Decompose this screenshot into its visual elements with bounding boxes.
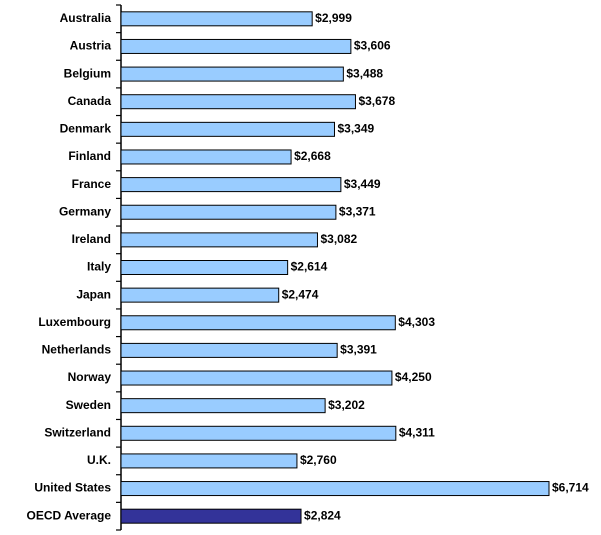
value-label: $3,606 [354, 39, 391, 53]
value-label: $2,760 [300, 453, 337, 467]
bar [120, 287, 280, 303]
value-label: $4,303 [398, 315, 435, 329]
category-label: Belgium [64, 66, 111, 80]
bar [120, 204, 337, 220]
category-label: Denmark [60, 122, 112, 136]
bar [120, 11, 313, 27]
category-label: Italy [87, 260, 111, 274]
value-label: $4,311 [399, 425, 435, 439]
category-label: France [72, 177, 112, 191]
bar [120, 121, 335, 137]
category-label: Finland [68, 149, 111, 163]
value-label: $3,349 [337, 122, 374, 136]
category-label: Switzerland [44, 425, 111, 439]
category-label: Canada [68, 94, 112, 108]
value-label: $3,082 [320, 232, 357, 246]
category-label: Australia [60, 11, 112, 25]
category-label: Germany [59, 204, 111, 218]
category-label: U.K. [87, 453, 111, 467]
value-label: $3,488 [346, 66, 383, 80]
bar [120, 38, 352, 54]
bar [120, 425, 397, 441]
value-label: $6,714 [552, 481, 589, 495]
category-label: Netherlands [42, 343, 112, 357]
bar [120, 398, 326, 414]
value-label: $3,391 [340, 343, 377, 357]
bar [120, 260, 289, 275]
value-label: $3,202 [328, 398, 365, 412]
bar [120, 177, 342, 193]
bar [120, 370, 393, 386]
bar [120, 232, 318, 248]
value-label: $3,371 [339, 204, 376, 218]
bar [120, 94, 356, 110]
category-label: Ireland [72, 232, 111, 246]
category-label: OECD Average [27, 508, 112, 522]
bar [120, 453, 298, 469]
category-label: Norway [68, 370, 112, 384]
bar [120, 149, 292, 165]
category-label: Japan [76, 287, 111, 301]
value-label: $2,999 [315, 11, 352, 25]
bar [120, 342, 338, 358]
value-label: $2,824 [304, 508, 341, 522]
value-label: $2,614 [291, 260, 328, 274]
bar [120, 481, 550, 497]
value-label: $4,250 [395, 370, 432, 384]
value-label: $2,668 [294, 149, 331, 163]
value-label: $3,449 [344, 177, 381, 191]
category-label: United States [34, 481, 111, 495]
bar [120, 66, 344, 82]
category-label: Sweden [66, 398, 111, 412]
value-label: $3,678 [358, 94, 395, 108]
value-label: $2,474 [282, 287, 319, 301]
category-label: Austria [70, 39, 112, 53]
bar [120, 315, 396, 331]
bar [120, 508, 302, 524]
category-label: Luxembourg [38, 315, 111, 329]
